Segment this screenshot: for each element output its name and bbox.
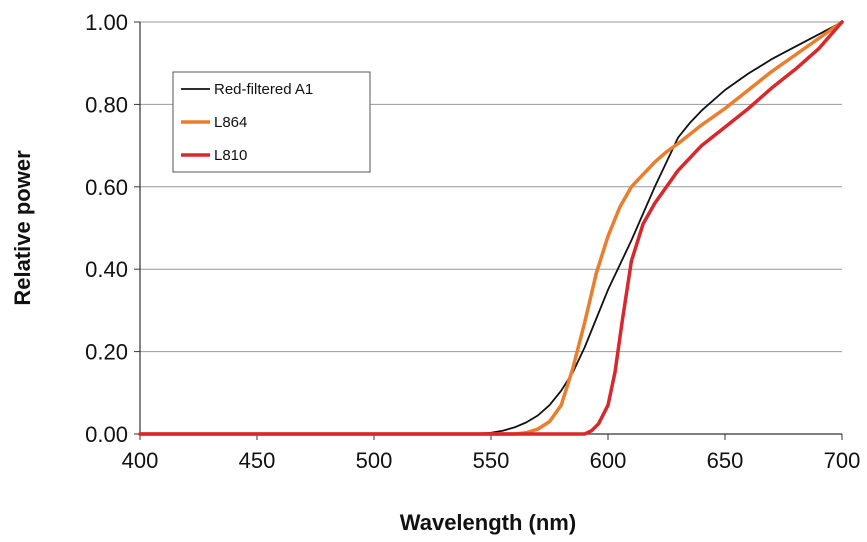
y-tick-label: 0.60: [85, 175, 128, 200]
y-tick-label: 0.80: [85, 92, 128, 117]
x-tick-label: 650: [707, 448, 744, 473]
legend-label: L864: [214, 114, 247, 131]
x-tick-label: 600: [590, 448, 627, 473]
y-tick-label: 0.20: [85, 340, 128, 365]
x-tick-label: 400: [122, 448, 159, 473]
series-line-1: [466, 21, 843, 435]
series-line-3: [138, 20, 844, 436]
y-axis-title: Relative power: [10, 150, 35, 306]
x-tick-label: 500: [356, 448, 393, 473]
x-tick-label: 700: [824, 448, 861, 473]
series-line-2: [138, 20, 844, 436]
y-tick-labels: 0.00 0.20 0.40 0.60 0.80 1.00: [85, 10, 128, 447]
x-tick-label: 450: [239, 448, 276, 473]
x-tick-labels: 400 450 500 550 600 650 700: [122, 448, 861, 473]
legend: Red-filtered A1 L864 L810: [172, 71, 371, 173]
x-axis-title: Wavelength (nm): [400, 510, 576, 535]
legend-label: L810: [214, 147, 247, 164]
y-tick-label: 1.00: [85, 10, 128, 35]
legend-label: Red-filtered A1: [214, 81, 313, 98]
gridlines: [140, 21, 842, 353]
y-tick-label: 0.00: [85, 422, 128, 447]
series-lines: [138, 20, 844, 436]
x-tick-label: 550: [473, 448, 510, 473]
y-tick-label: 0.40: [85, 257, 128, 282]
